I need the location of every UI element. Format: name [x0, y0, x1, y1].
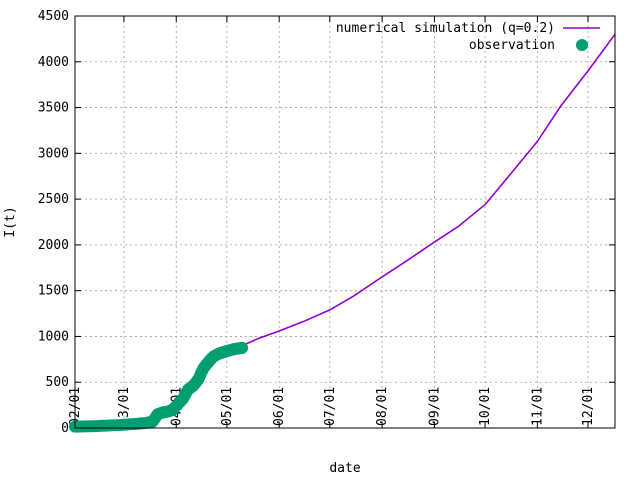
y-axis-ticks: 0 500 1000 1500 2000 2500 3000 3500 4000 4500 [38, 9, 615, 436]
x-tick-label: 05/01 [220, 387, 235, 426]
legend-swatch-point [576, 39, 588, 51]
y-tick-label: 3500 [38, 101, 69, 116]
y-tick-label: 4500 [38, 9, 69, 24]
series-layer [69, 33, 616, 433]
x-tick-label: 09/01 [427, 387, 442, 426]
x-tick-label: 11/01 [530, 387, 545, 426]
series-line-simulation [74, 33, 616, 428]
y-tick-label: 3000 [38, 146, 69, 161]
data-point-observation [236, 341, 249, 354]
y-tick-label: 1000 [38, 329, 69, 344]
plot-frame [74, 15, 616, 429]
grid-lines [75, 16, 615, 428]
y-tick-label: 2000 [38, 238, 69, 253]
x-axis-label: date [329, 461, 360, 476]
legend: numerical simulation (q=0.2) observation [336, 21, 600, 53]
x-tick-label: 07/01 [323, 387, 338, 426]
legend-label: observation [469, 38, 555, 53]
x-tick-label: 08/01 [375, 387, 390, 426]
x-axis-ticks: 02/0103/0104/0105/0106/0107/0108/0109/01… [68, 16, 596, 428]
y-axis-label: I(t) [3, 206, 18, 237]
x-tick-label: 12/01 [581, 387, 596, 426]
x-tick-label: 06/01 [272, 387, 287, 426]
y-tick-label: 500 [46, 375, 69, 390]
y-tick-label: 0 [61, 421, 69, 436]
legend-label: numerical simulation (q=0.2) [336, 21, 555, 36]
y-tick-label: 2500 [38, 192, 69, 207]
y-tick-label: 4000 [38, 55, 69, 70]
x-tick-label: 03/01 [117, 387, 132, 426]
y-tick-label: 1500 [38, 284, 69, 299]
x-tick-label: 10/01 [478, 387, 493, 426]
